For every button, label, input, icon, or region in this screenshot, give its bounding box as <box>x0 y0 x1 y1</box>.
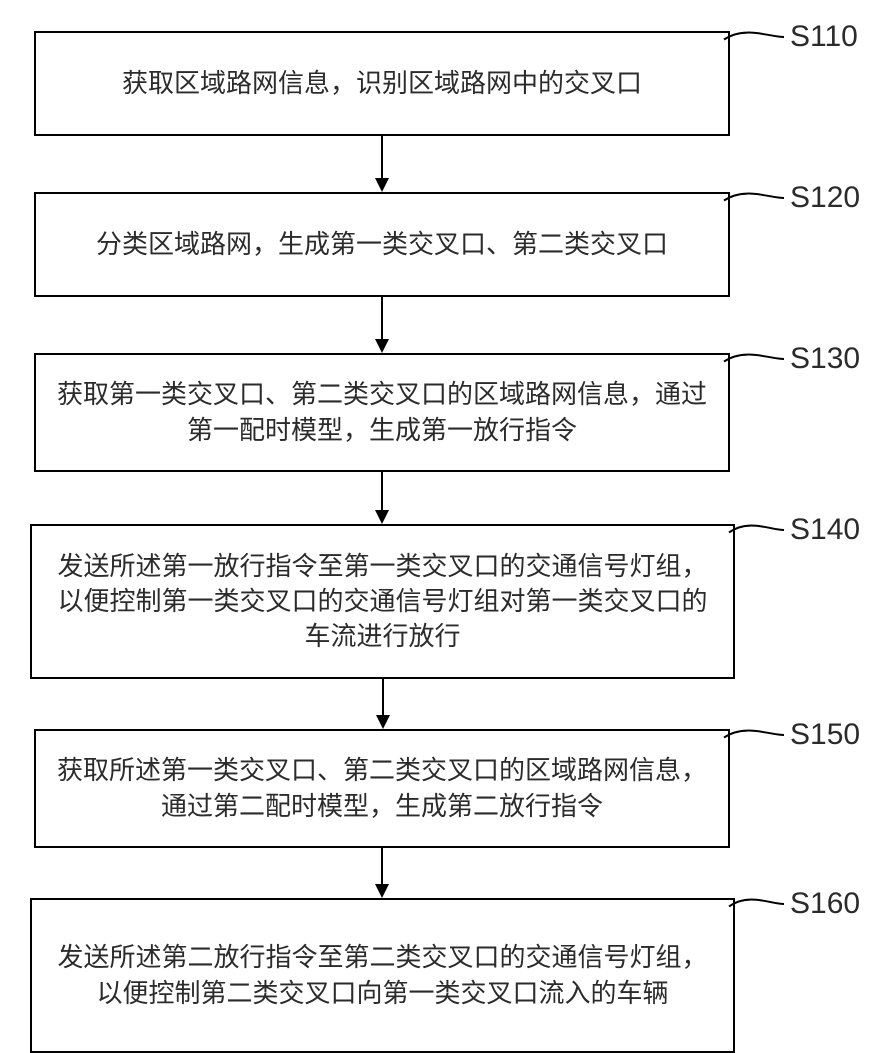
flowchart-node-s140: 发送所述第一放行指令至第一类交叉口的交通信号灯组，以便控制第一类交叉口的交通信号… <box>30 524 735 679</box>
flowchart-canvas: 获取区域路网信息，识别区域路网中的交叉口分类区域路网，生成第一类交叉口、第二类交… <box>0 0 889 1000</box>
flowchart-arrow-s130-s140 <box>367 472 397 524</box>
step-label-s150: S150 <box>790 718 860 752</box>
step-label-s140: S140 <box>790 513 860 547</box>
flowchart-node-s160: 发送所述第二放行指令至第二类交叉口的交通信号灯组，以便控制第二类交叉口向第一类交… <box>30 898 735 1053</box>
flowchart-arrow-s110-s120 <box>367 136 397 192</box>
flowchart-arrow-s140-s150 <box>368 679 398 729</box>
leader-line-s130 <box>720 339 788 366</box>
step-label-s130: S130 <box>790 342 860 376</box>
leader-line-s110 <box>720 17 788 44</box>
step-label-s120: S120 <box>790 181 860 215</box>
step-label-s160: S160 <box>790 887 860 921</box>
flowchart-node-s120: 分类区域路网，生成第一类交叉口、第二类交叉口 <box>34 192 730 297</box>
flowchart-node-text: 发送所述第一放行指令至第一类交叉口的交通信号灯组，以便控制第一类交叉口的交通信号… <box>46 549 719 654</box>
flowchart-node-text: 获取第一类交叉口、第二类交叉口的区域路网信息，通过第一配时模型，生成第一放行指令 <box>50 377 714 447</box>
flowchart-arrow-s150-s160 <box>367 848 397 898</box>
flowchart-arrow-s120-s130 <box>367 297 397 353</box>
flowchart-node-text: 获取所述第一类交叉口、第二类交叉口的区域路网信息，通过第二配时模型，生成第二放行… <box>50 753 714 823</box>
leader-line-s150 <box>720 715 788 742</box>
flowchart-node-text: 获取区域路网信息，识别区域路网中的交叉口 <box>122 66 642 101</box>
flowchart-node-s130: 获取第一类交叉口、第二类交叉口的区域路网信息，通过第一配时模型，生成第一放行指令 <box>34 353 730 472</box>
step-label-s110: S110 <box>790 20 858 54</box>
flowchart-node-text: 分类区域路网，生成第一类交叉口、第二类交叉口 <box>96 227 668 262</box>
flowchart-node-s150: 获取所述第一类交叉口、第二类交叉口的区域路网信息，通过第二配时模型，生成第二放行… <box>34 729 730 848</box>
leader-line-s120 <box>720 178 788 205</box>
flowchart-node-text: 发送所述第二放行指令至第二类交叉口的交通信号灯组，以便控制第二类交叉口向第一类交… <box>46 940 719 1010</box>
flowchart-node-s110: 获取区域路网信息，识别区域路网中的交叉口 <box>34 31 730 136</box>
